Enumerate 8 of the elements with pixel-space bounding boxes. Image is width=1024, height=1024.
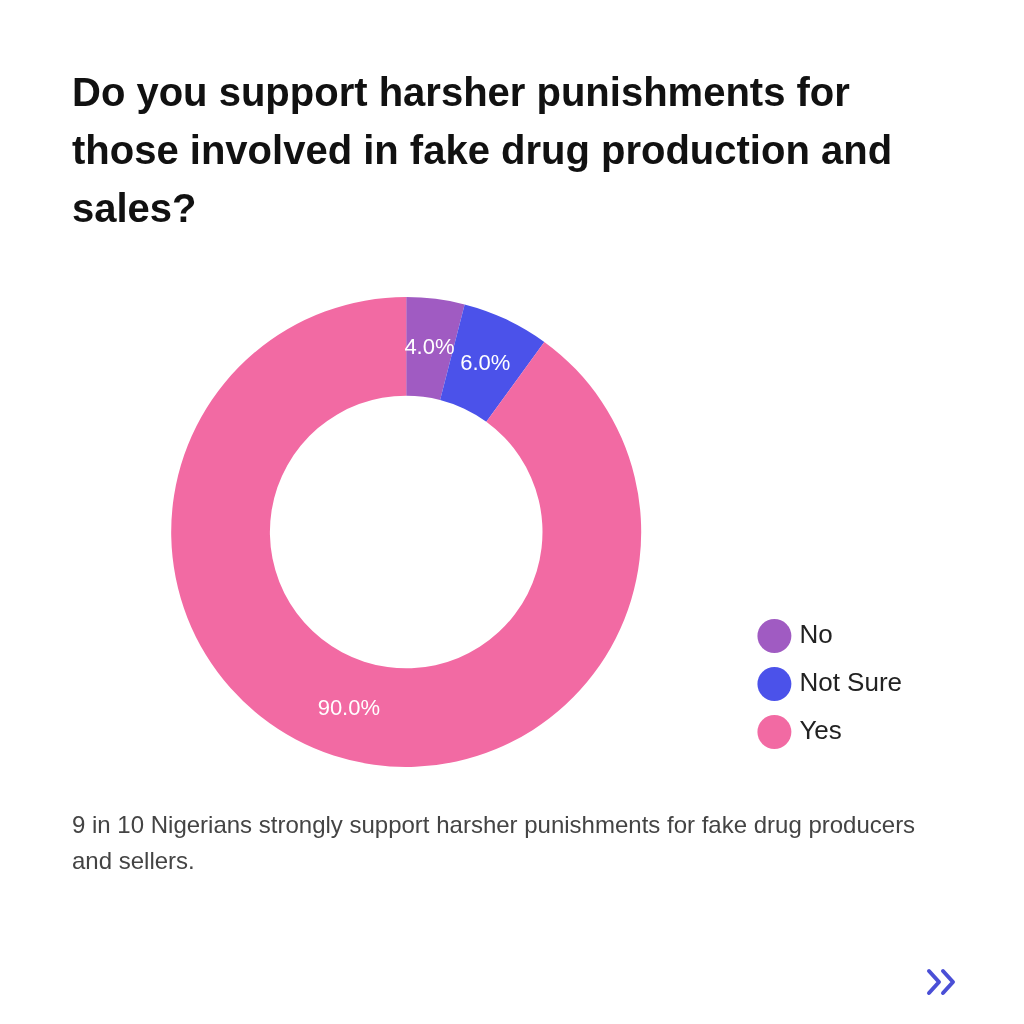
chart-title: Do you support harsher punishments for those involved in fake drug production and sales?	[72, 69, 894, 232]
text: 9 in 10 Nigerians strongly support harsher punishments for fake drug producers and sellers.	[72, 810, 917, 876]
legend-label: Not Sure	[799, 667, 903, 698]
legend-label: Yes	[799, 715, 842, 746]
data-label: 90.0%	[317, 694, 381, 720]
data-label: 4.0%	[404, 333, 455, 359]
legend-label: No	[799, 619, 833, 650]
data-label: 6.0%	[460, 350, 511, 376]
